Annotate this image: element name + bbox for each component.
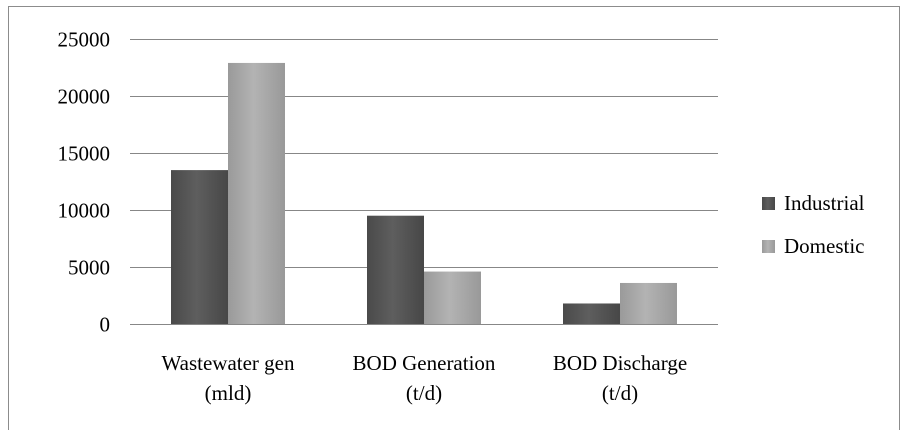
bar-domestic-1 xyxy=(424,271,481,324)
bar-domestic-2 xyxy=(620,282,677,324)
x-category-label-0: Wastewater gen (mld) xyxy=(162,351,295,405)
legend-swatch-domestic xyxy=(762,240,775,253)
legend-label-domestic: Domestic xyxy=(784,234,864,258)
bar-domestic-0 xyxy=(228,62,285,324)
bar-industrial-1 xyxy=(367,215,424,324)
y-tick-label-10000: 10000 xyxy=(58,199,111,223)
y-axis-tick-labels: 0 5000 10000 15000 20000 25000 xyxy=(58,28,111,337)
y-tick-label-0: 0 xyxy=(100,313,111,337)
legend-label-industrial: Industrial xyxy=(784,191,865,215)
legend: Industrial Domestic xyxy=(762,191,865,258)
x-category-label-1: BOD Generation (t/d) xyxy=(353,351,496,405)
bar-industrial-2 xyxy=(563,303,620,324)
chart-frame xyxy=(8,6,900,430)
y-tick-label-20000: 20000 xyxy=(58,85,111,109)
bar-industrial-0 xyxy=(171,170,228,324)
legend-swatch-industrial xyxy=(762,197,775,210)
bars xyxy=(171,62,677,324)
x-axis-category-labels: Wastewater gen (mld) BOD Generation (t/d) BO… xyxy=(162,351,688,405)
y-tick-label-25000: 25000 xyxy=(58,28,111,52)
y-tick-label-15000: 15000 xyxy=(58,142,111,166)
x-category-label-2: BOD Discharge (t/d) xyxy=(553,351,687,405)
y-tick-label-5000: 5000 xyxy=(68,256,110,280)
